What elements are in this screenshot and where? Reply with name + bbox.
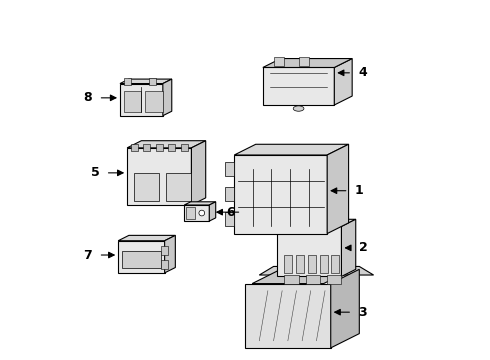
Polygon shape	[277, 219, 356, 226]
Polygon shape	[252, 269, 352, 284]
Polygon shape	[259, 266, 373, 275]
Polygon shape	[245, 284, 331, 348]
Bar	[123, 78, 131, 85]
Bar	[161, 260, 168, 269]
Polygon shape	[225, 162, 234, 176]
Bar	[167, 173, 192, 202]
Polygon shape	[263, 59, 352, 67]
Polygon shape	[234, 144, 348, 155]
Bar	[281, 260, 295, 266]
Polygon shape	[225, 212, 234, 226]
Text: 5: 5	[91, 166, 99, 179]
Text: 7: 7	[83, 248, 92, 261]
Polygon shape	[120, 84, 163, 116]
Polygon shape	[277, 226, 342, 276]
Text: 8: 8	[83, 91, 92, 104]
Text: 2: 2	[359, 241, 368, 255]
Bar	[327, 275, 342, 284]
Circle shape	[199, 210, 205, 216]
Bar	[134, 173, 159, 202]
Polygon shape	[127, 148, 192, 205]
Ellipse shape	[293, 106, 304, 111]
Polygon shape	[225, 187, 234, 202]
Polygon shape	[263, 67, 334, 105]
Bar	[143, 144, 150, 152]
Bar	[122, 251, 161, 267]
Bar	[319, 255, 327, 273]
Text: 1: 1	[355, 184, 364, 197]
Bar	[148, 78, 156, 85]
Bar	[298, 57, 309, 66]
Polygon shape	[342, 219, 356, 276]
Bar	[145, 91, 163, 112]
Polygon shape	[327, 144, 348, 234]
Polygon shape	[165, 235, 175, 273]
Bar	[284, 255, 292, 273]
Polygon shape	[120, 79, 172, 84]
Text: 3: 3	[359, 306, 367, 319]
Polygon shape	[118, 241, 165, 273]
Polygon shape	[192, 141, 206, 205]
Polygon shape	[118, 235, 175, 241]
Bar	[273, 57, 284, 66]
Polygon shape	[234, 155, 327, 234]
Text: 4: 4	[359, 66, 368, 79]
Polygon shape	[334, 59, 352, 105]
Bar	[156, 144, 163, 152]
Bar	[123, 91, 142, 112]
Polygon shape	[331, 269, 359, 348]
Bar	[331, 255, 339, 273]
Polygon shape	[127, 141, 206, 148]
Bar	[168, 144, 175, 152]
Polygon shape	[184, 205, 209, 221]
Text: 6: 6	[226, 206, 235, 219]
Polygon shape	[163, 79, 172, 116]
Polygon shape	[184, 202, 216, 205]
Bar	[161, 246, 168, 255]
Polygon shape	[209, 202, 216, 221]
Bar	[306, 275, 320, 284]
Bar	[296, 255, 304, 273]
Bar	[308, 255, 316, 273]
Bar	[186, 207, 195, 219]
Bar	[131, 144, 138, 152]
Bar	[284, 275, 298, 284]
Bar	[181, 144, 188, 152]
